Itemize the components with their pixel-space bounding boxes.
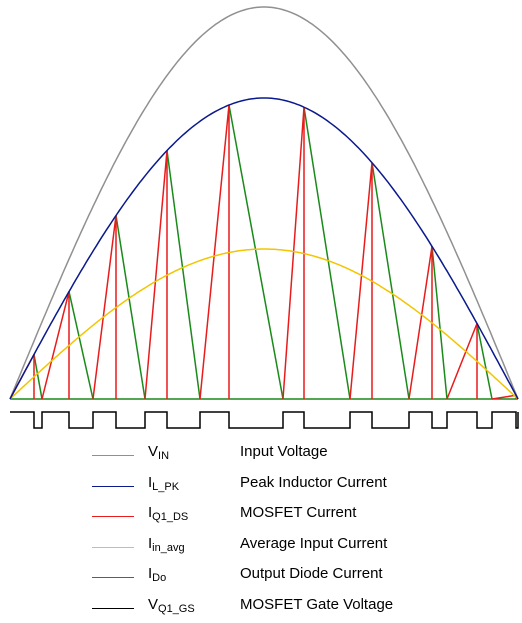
diode-current-ramp bbox=[115, 215, 146, 400]
diode-current-ramp bbox=[303, 107, 351, 400]
diode-current-ramp bbox=[68, 291, 94, 400]
legend-label-mosfet-current: MOSFET Current bbox=[240, 504, 357, 521]
legend-label-average-input-current: Average Input Current bbox=[240, 534, 388, 552]
legend-swatch-mosfet-gate-voltage bbox=[92, 607, 134, 609]
diode-current-ramp bbox=[166, 150, 201, 400]
legend-row-input-voltage: VIN Input Voltage bbox=[92, 440, 512, 471]
legend-row-peak-inductor-current: IL_PK Peak Inductor Current bbox=[92, 471, 512, 502]
legend-swatch-average-input-current bbox=[92, 546, 134, 548]
diode-current-ramp bbox=[476, 323, 493, 400]
legend-symbol-output-diode-current: IDo bbox=[148, 565, 167, 584]
legend-label-output-diode-current: Output Diode Current bbox=[240, 565, 383, 582]
legend-row-output-diode-current: IDo Output Diode Current bbox=[92, 562, 512, 593]
diode-current-ramp bbox=[371, 162, 410, 400]
gate-voltage-waveform bbox=[10, 411, 519, 429]
peak-inductor-current-curve bbox=[9, 97, 519, 400]
legend-label-input-voltage: Input Voltage bbox=[240, 443, 328, 460]
mosfet-current-ramp bbox=[408, 246, 433, 400]
legend-swatch-mosfet-current bbox=[92, 516, 134, 517]
legend-row-mosfet-gate-voltage: VQ1_GS MOSFET Gate Voltage bbox=[92, 593, 512, 623]
legend-row-average-input-current: Iin_avg Average Input Current bbox=[92, 532, 512, 563]
legend-swatch-input-voltage bbox=[92, 455, 134, 456]
mosfet-current-ramp bbox=[41, 291, 70, 400]
mosfet-current-ramp bbox=[144, 150, 168, 400]
mosfet-current-ramp bbox=[199, 104, 230, 400]
switching-waveforms bbox=[9, 104, 519, 400]
legend-symbol-mosfet-gate-voltage: VQ1_GS bbox=[148, 595, 195, 615]
legend: VIN Input Voltage IL_PK Peak Inductor Cu… bbox=[92, 440, 512, 623]
diode-current-ramp bbox=[33, 354, 43, 400]
diode-current-ramp bbox=[431, 246, 448, 400]
legend-symbol-input-voltage: VIN bbox=[148, 443, 170, 462]
input-voltage-curve bbox=[9, 6, 519, 400]
legend-symbol-peak-inductor-current: IL_PK bbox=[148, 473, 180, 493]
mosfet-current-ramp bbox=[446, 323, 478, 400]
legend-label-mosfet-gate-voltage: MOSFET Gate Voltage bbox=[240, 595, 394, 613]
legend-row-mosfet-current: IQ1_DS MOSFET Current bbox=[92, 501, 512, 532]
mosfet-current-ramp bbox=[349, 162, 373, 400]
legend-swatch-output-diode-current bbox=[92, 577, 134, 578]
diode-current-ramp bbox=[228, 104, 284, 400]
legend-symbol-mosfet-current: IQ1_DS bbox=[148, 504, 189, 523]
average-input-current-curve bbox=[9, 248, 519, 400]
legend-label-peak-inductor-current: Peak Inductor Current bbox=[240, 473, 387, 491]
waveform-diagram bbox=[9, 6, 519, 429]
mosfet-current-ramp bbox=[92, 215, 117, 400]
legend-swatch-peak-inductor-current bbox=[92, 485, 134, 487]
legend-symbol-average-input-current: Iin_avg bbox=[148, 534, 185, 554]
